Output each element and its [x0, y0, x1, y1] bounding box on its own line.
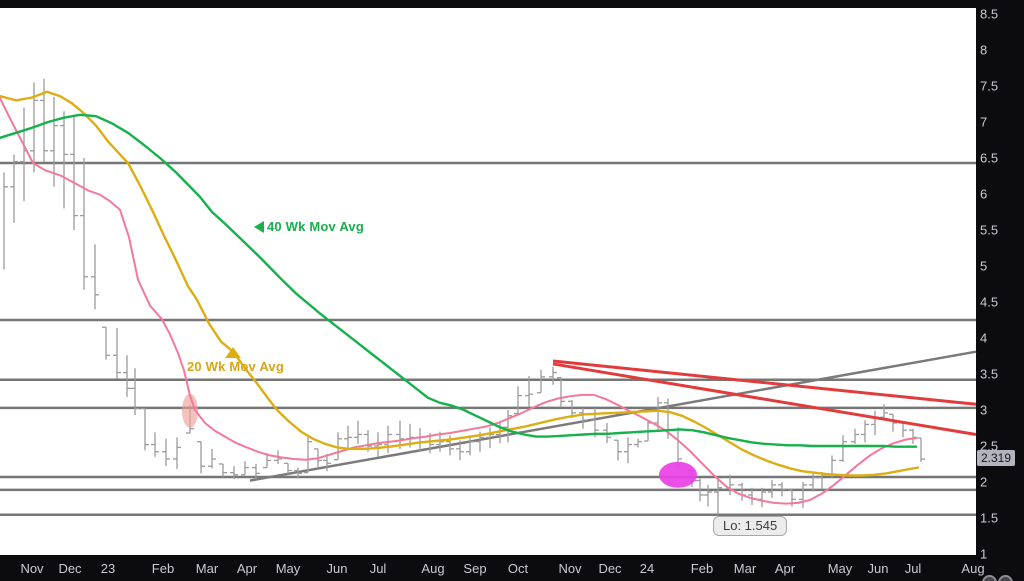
price-tick-label[interactable]: 6 — [980, 187, 987, 202]
price-tick-label[interactable]: 7 — [980, 115, 987, 130]
time-tick-label[interactable]: Feb — [152, 561, 174, 576]
time-tick-label[interactable]: Aug — [421, 561, 444, 576]
price-tick-label[interactable]: 8.5 — [980, 7, 998, 22]
time-tick-label[interactable]: Nov — [20, 561, 44, 576]
logo-dot-icon[interactable] — [998, 575, 1013, 581]
ma-line-40-week[interactable] — [0, 113, 918, 448]
low-price-tooltip: Lo: 1.545 — [713, 516, 788, 536]
price-tick-label[interactable]: 6.5 — [980, 151, 998, 166]
price-tick-label[interactable]: 5.5 — [980, 223, 998, 238]
price-tick-label[interactable]: 2 — [980, 475, 987, 490]
time-tick-label[interactable]: Dec — [58, 561, 82, 576]
time-tick-label[interactable]: Nov — [558, 561, 582, 576]
ma20-label[interactable]: 20 Wk Mov Avg — [187, 347, 284, 374]
time-tick-label[interactable]: Mar — [734, 561, 757, 576]
trendline-falling-resistance-lower[interactable] — [552, 362, 977, 436]
price-tick-label[interactable]: 2.5 — [980, 439, 998, 454]
last-price-badge: 2.319 — [977, 450, 1016, 466]
time-tick-label[interactable]: Feb — [691, 561, 713, 576]
logo-dot-icon[interactable] — [982, 575, 997, 581]
time-tick-label[interactable]: 24 — [640, 561, 654, 576]
time-tick-label[interactable]: Mar — [196, 561, 219, 576]
time-tick-label[interactable]: Jul — [370, 561, 387, 576]
price-tick-label[interactable]: 4 — [980, 331, 987, 346]
left-arrow-icon — [254, 220, 264, 233]
time-tick-label[interactable]: Apr — [237, 561, 258, 576]
ma-line-pink-ma[interactable] — [0, 97, 917, 505]
time-tick-label[interactable]: Sep — [463, 561, 486, 576]
salmon-ellipse[interactable] — [182, 393, 198, 428]
price-tick-label[interactable]: 1.5 — [980, 511, 998, 526]
time-tick-label[interactable]: Jun — [868, 561, 889, 576]
time-tick-label[interactable]: May — [276, 561, 301, 576]
ma40-label-text: 40 Wk Mov Avg — [267, 219, 364, 234]
price-tick-label[interactable]: 1 — [980, 547, 987, 562]
time-tick-label[interactable]: Dec — [598, 561, 622, 576]
magenta-ellipse[interactable] — [659, 461, 697, 488]
time-tick-label[interactable]: Aug — [961, 561, 984, 576]
ma40-label[interactable]: 40 Wk Mov Avg — [254, 219, 364, 234]
price-tick-label[interactable]: 5 — [980, 259, 987, 274]
price-tick-label[interactable]: 8 — [980, 43, 987, 58]
plot-area[interactable] — [0, 8, 976, 555]
time-tick-label[interactable]: Jul — [905, 561, 922, 576]
time-tick-label[interactable]: Apr — [775, 561, 796, 576]
ma-line-20-week[interactable] — [0, 90, 920, 477]
time-tick-label[interactable]: May — [828, 561, 853, 576]
time-tick-label[interactable]: 23 — [101, 561, 115, 576]
time-tick-label[interactable]: Jun — [327, 561, 348, 576]
price-tick-label[interactable]: 3.5 — [980, 367, 998, 382]
trendline-falling-resistance-upper[interactable] — [552, 359, 977, 406]
price-tick-label[interactable]: 3 — [980, 403, 987, 418]
time-tick-label[interactable]: Oct — [508, 561, 529, 576]
price-tick-label[interactable]: 4.5 — [980, 295, 998, 310]
up-arrow-icon — [225, 347, 241, 358]
ma20-label-text: 20 Wk Mov Avg — [187, 359, 284, 374]
trendline-rising-support[interactable] — [249, 350, 977, 482]
price-tick-label[interactable]: 7.5 — [980, 79, 998, 94]
